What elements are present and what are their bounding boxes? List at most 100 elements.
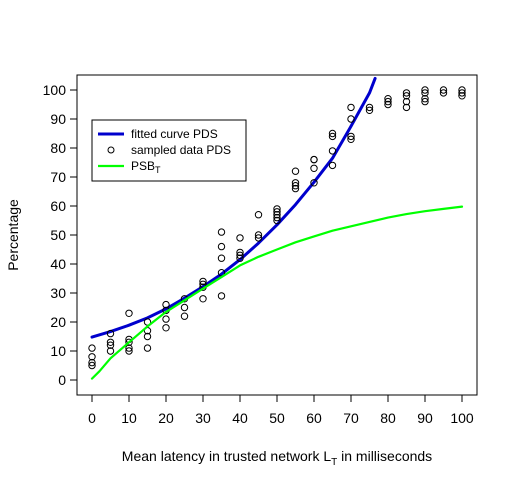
data-point <box>365 103 374 112</box>
x-tick-label: 70 <box>343 410 359 426</box>
data-point <box>106 347 115 355</box>
data-point <box>328 132 337 141</box>
data-point <box>347 103 355 112</box>
data-point <box>291 179 300 187</box>
y-tick-label: 0 <box>58 372 66 388</box>
data-point <box>88 361 96 370</box>
data-point <box>88 344 96 352</box>
y-tick-label: 80 <box>50 140 66 156</box>
data-point <box>273 213 281 222</box>
plot-area <box>88 76 466 380</box>
x-tick-label: 80 <box>380 410 396 426</box>
data-point <box>199 277 207 286</box>
data-point <box>347 135 355 144</box>
data-point <box>162 300 170 309</box>
data-point <box>421 97 429 106</box>
data-point <box>273 211 281 219</box>
data-point <box>125 347 133 355</box>
axis-labels: Mean latency in trusted network LT in mi… <box>5 199 432 468</box>
data-point <box>106 341 115 349</box>
data-point <box>310 164 318 173</box>
y-tick-label: 30 <box>50 285 66 301</box>
data-point <box>273 205 281 213</box>
legend-label-text: sampled data PDS <box>131 143 231 157</box>
data-point <box>273 208 281 216</box>
data-point <box>199 295 207 303</box>
y-tick-label: 90 <box>50 111 66 127</box>
data-point <box>162 315 170 323</box>
data-point <box>143 344 152 352</box>
data-point <box>310 155 318 164</box>
x-tick-label: 30 <box>195 410 211 426</box>
data-point <box>217 254 226 262</box>
data-point <box>236 254 244 262</box>
data-point <box>421 89 429 97</box>
data-point <box>402 89 411 97</box>
data-point <box>254 234 263 242</box>
data-point <box>273 216 281 225</box>
data-point <box>106 338 115 346</box>
data-point <box>217 242 226 251</box>
data-point <box>328 147 337 155</box>
series-line-psb <box>90 205 464 380</box>
data-point <box>236 234 244 242</box>
y-tick-label: 50 <box>50 227 66 243</box>
y-tick-label: 70 <box>50 169 66 185</box>
data-point <box>402 92 411 100</box>
data-point <box>347 132 355 141</box>
data-point <box>125 344 133 352</box>
x-axis-label-suffix: in milliseconds <box>337 448 432 464</box>
x-tick-label: 0 <box>88 410 96 426</box>
data-point <box>180 312 189 320</box>
legend-label-psb: PSBT <box>131 159 161 175</box>
x-tick-label: 20 <box>158 410 174 426</box>
data-point <box>254 231 263 239</box>
data-point <box>291 182 300 190</box>
data-point <box>217 292 226 300</box>
data-point <box>310 179 318 187</box>
data-point <box>143 332 152 341</box>
x-tick-label: 60 <box>306 410 322 426</box>
data-point <box>439 86 448 94</box>
x-tick-label: 90 <box>417 410 433 426</box>
data-point <box>328 129 337 138</box>
data-point <box>384 95 392 103</box>
data-point <box>402 97 411 106</box>
data-point <box>291 167 300 175</box>
y-tick-label: 100 <box>43 82 67 98</box>
y-axis-label: Percentage <box>5 199 21 271</box>
legend-label-fitted-curve: fitted curve PDS <box>131 127 218 141</box>
x-axis-label-text: Mean latency in trusted network L <box>122 448 332 464</box>
data-point <box>458 89 466 97</box>
data-point <box>125 338 133 346</box>
legend-label-text: fitted curve PDS <box>131 127 218 141</box>
data-point <box>217 228 226 236</box>
data-point <box>328 161 337 170</box>
legend: fitted curve PDS sampled data PDS PSBT <box>91 119 247 182</box>
data-point <box>384 100 392 109</box>
x-tick-label: 100 <box>450 410 474 426</box>
data-point <box>365 106 374 115</box>
data-point <box>88 358 96 367</box>
x-axis-label: Mean latency in trusted network LT in mi… <box>122 448 432 468</box>
x-tick-label: 10 <box>121 410 137 426</box>
data-point <box>106 329 115 338</box>
legend-box <box>91 119 247 182</box>
data-point <box>291 184 300 193</box>
legend-label-text: PSB <box>131 159 155 173</box>
y-tick-label: 60 <box>50 198 66 214</box>
data-point <box>88 353 96 361</box>
data-point <box>236 248 244 257</box>
y-tick-label: 10 <box>50 343 66 359</box>
data-point <box>125 309 133 317</box>
legend-label-subscript: T <box>155 165 161 175</box>
series-layer <box>88 76 466 380</box>
data-point <box>421 95 429 103</box>
data-point <box>347 115 355 123</box>
data-point <box>384 97 392 106</box>
data-point <box>254 211 263 219</box>
y-tick-label: 20 <box>50 314 66 330</box>
x-axis-label-subscript: T <box>331 457 337 468</box>
